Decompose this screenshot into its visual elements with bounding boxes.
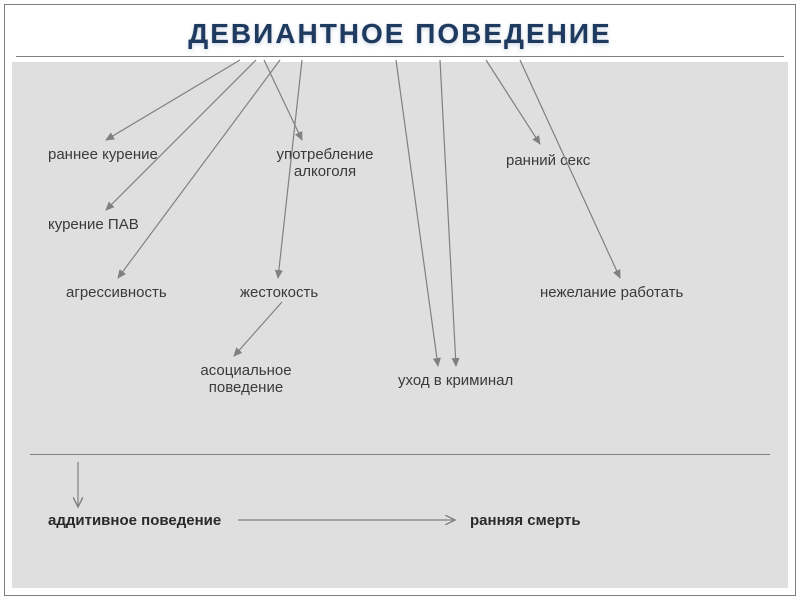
node-n7: нежелание работать (540, 284, 683, 301)
node-n5: агрессивность (66, 284, 167, 301)
title-underline (16, 56, 784, 57)
node-n2: употреблениеалкоголя (260, 146, 390, 180)
node-n8: асоциальноеповедение (186, 362, 306, 396)
node-n4: курение ПАВ (48, 216, 139, 233)
horizontal-divider (30, 454, 770, 455)
node-n11: ранняя смерть (470, 512, 581, 529)
node-n3: ранний секс (506, 152, 590, 169)
node-n10: аддитивное поведение (48, 512, 221, 529)
node-n9: уход в криминал (398, 372, 513, 389)
node-n6: жестокость (240, 284, 318, 301)
slide-title: ДЕВИАНТНОЕ ПОВЕДЕНИЕ (188, 18, 611, 50)
node-n1: раннее курение (48, 146, 158, 163)
content-background (12, 62, 788, 588)
